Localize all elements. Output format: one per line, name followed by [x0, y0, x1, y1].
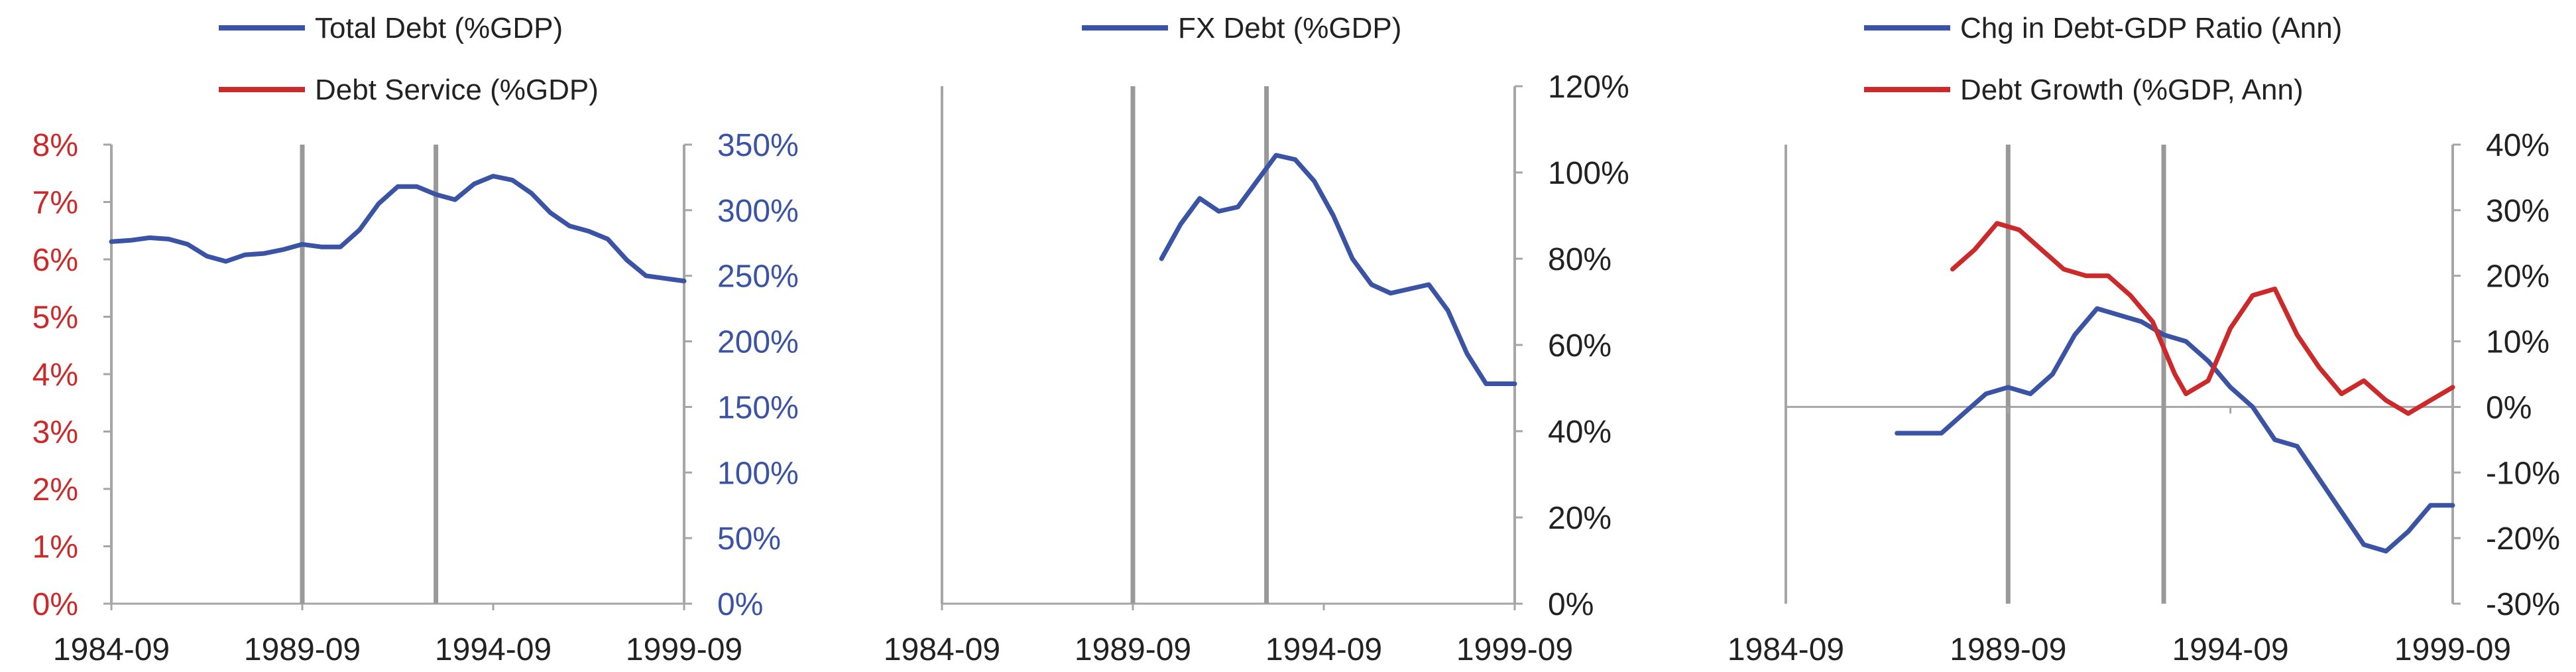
- series-line-1: [109, 174, 687, 284]
- y-left-tick-label: 4%: [32, 358, 78, 393]
- y-left-tick-label: 2%: [32, 472, 78, 507]
- y-right-tick-label: -30%: [2486, 587, 2560, 622]
- y-right-tick-label: 40%: [2486, 128, 2549, 163]
- y-right-tick-label: 20%: [2486, 259, 2549, 295]
- y-left-tick-label: 3%: [32, 415, 78, 450]
- y-right-tick-label: -20%: [2486, 521, 2560, 557]
- x-tick-label: 1984-09: [1727, 632, 1844, 667]
- chart-panel-2: 1984-09 1989-09 1994-09 1999-09 0% 20% 40% 60% 8…: [884, 12, 1629, 667]
- y-right-tick-label: 80%: [1548, 242, 1611, 277]
- series-line-2: [1950, 221, 2455, 416]
- y-right-tick-label: 100%: [717, 456, 799, 491]
- legend-label: Total Debt (%GDP): [315, 12, 563, 44]
- x-tick-label: 1994-09: [2172, 632, 2289, 667]
- y-right-tick-label: 60%: [1548, 328, 1611, 364]
- y-left-tick-label: 8%: [32, 128, 78, 163]
- y-right-tick-label: 10%: [2486, 325, 2549, 360]
- y-right-tick-label: 250%: [717, 259, 799, 295]
- y-right-tick-label: -10%: [2486, 456, 2560, 491]
- legend-label: Debt Service (%GDP): [315, 74, 599, 106]
- y-left-tick-label: 0%: [32, 587, 78, 622]
- legend-label: Debt Growth (%GDP, Ann): [1960, 74, 2304, 106]
- y-right-tick-label: 350%: [717, 128, 799, 163]
- y-right-tick-label: 0%: [1548, 587, 1594, 622]
- x-tick-label: 1999-09: [2394, 632, 2511, 667]
- y-right-tick-label: 20%: [1548, 501, 1611, 536]
- x-tick-label: 1989-09: [1075, 632, 1191, 667]
- y-right-tick-label: 150%: [717, 390, 799, 425]
- x-tick-label: 1984-09: [884, 632, 1000, 667]
- y-right-tick-label: 300%: [717, 194, 799, 229]
- x-tick-label: 1999-09: [1456, 632, 1573, 667]
- y-right-tick-label: 120%: [1548, 70, 1629, 105]
- y-right-tick-label: 50%: [717, 521, 781, 557]
- chart-panel-3: 1984-09 1989-09 1994-09 1999-09 -30% -20% -10%…: [1727, 12, 2560, 667]
- x-tick-label: 1989-09: [1950, 632, 2066, 667]
- y-left-tick-label: 5%: [32, 301, 78, 336]
- y-right-tick-label: 100%: [1548, 156, 1629, 191]
- x-tick-label: 1994-09: [1265, 632, 1382, 667]
- y-left-tick-label: 7%: [32, 186, 78, 221]
- legend-label: Chg in Debt-GDP Ratio (Ann): [1960, 12, 2342, 44]
- x-tick-label: 1989-09: [244, 632, 361, 667]
- x-tick-label: 1999-09: [626, 632, 742, 667]
- x-tick-label: 1994-09: [435, 632, 552, 667]
- series-line-1: [1159, 153, 1517, 386]
- y-right-tick-label: 200%: [717, 325, 799, 360]
- y-right-tick-label: 0%: [717, 587, 763, 622]
- x-tick-label: 1984-09: [53, 632, 170, 667]
- y-right-tick-label: 0%: [2486, 390, 2532, 425]
- y-left-tick-label: 6%: [32, 243, 78, 278]
- y-right-tick-label: 30%: [2486, 194, 2549, 229]
- series-line-1: [1895, 306, 2455, 554]
- y-right-tick-label: 40%: [1548, 415, 1611, 450]
- legend-label: FX Debt (%GDP): [1178, 12, 1401, 44]
- chart-panel-1: 1984-09 1989-09 1994-09 1999-09 0% 50% 100% 150…: [32, 12, 799, 667]
- y-left-tick-label: 1%: [32, 530, 78, 565]
